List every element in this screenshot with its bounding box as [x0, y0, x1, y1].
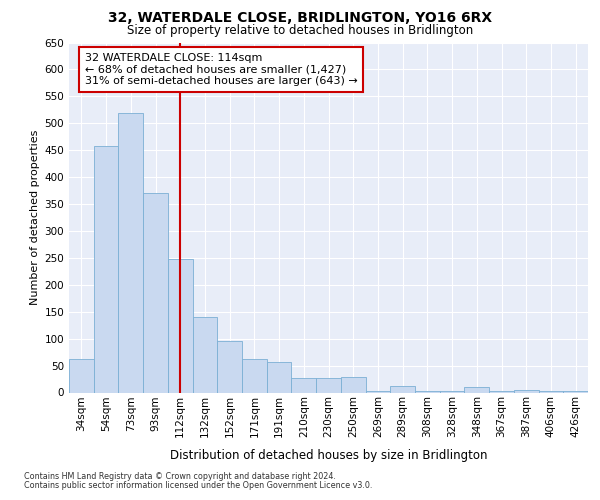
Text: 32, WATERDALE CLOSE, BRIDLINGTON, YO16 6RX: 32, WATERDALE CLOSE, BRIDLINGTON, YO16 6…	[108, 11, 492, 25]
Bar	[514, 390, 539, 392]
Bar	[390, 386, 415, 392]
Bar	[440, 391, 464, 392]
Text: Size of property relative to detached houses in Bridlington: Size of property relative to detached ho…	[127, 24, 473, 37]
Bar	[242, 359, 267, 392]
Bar	[217, 342, 242, 392]
Bar	[118, 112, 143, 392]
Y-axis label: Number of detached properties: Number of detached properties	[30, 130, 40, 305]
Bar	[94, 146, 118, 392]
Bar	[168, 259, 193, 392]
Bar	[365, 391, 390, 392]
Bar	[292, 378, 316, 392]
X-axis label: Distribution of detached houses by size in Bridlington: Distribution of detached houses by size …	[170, 448, 487, 462]
Text: 32 WATERDALE CLOSE: 114sqm
← 68% of detached houses are smaller (1,427)
31% of s: 32 WATERDALE CLOSE: 114sqm ← 68% of deta…	[85, 53, 358, 86]
Bar	[415, 391, 440, 392]
Bar	[341, 378, 365, 392]
Text: Contains HM Land Registry data © Crown copyright and database right 2024.: Contains HM Land Registry data © Crown c…	[24, 472, 336, 481]
Bar	[316, 378, 341, 392]
Bar	[489, 391, 514, 392]
Bar	[464, 387, 489, 392]
Bar	[69, 359, 94, 392]
Bar	[193, 317, 217, 392]
Bar	[563, 391, 588, 392]
Bar	[143, 194, 168, 392]
Bar	[539, 391, 563, 392]
Bar	[267, 362, 292, 392]
Text: Contains public sector information licensed under the Open Government Licence v3: Contains public sector information licen…	[24, 481, 373, 490]
